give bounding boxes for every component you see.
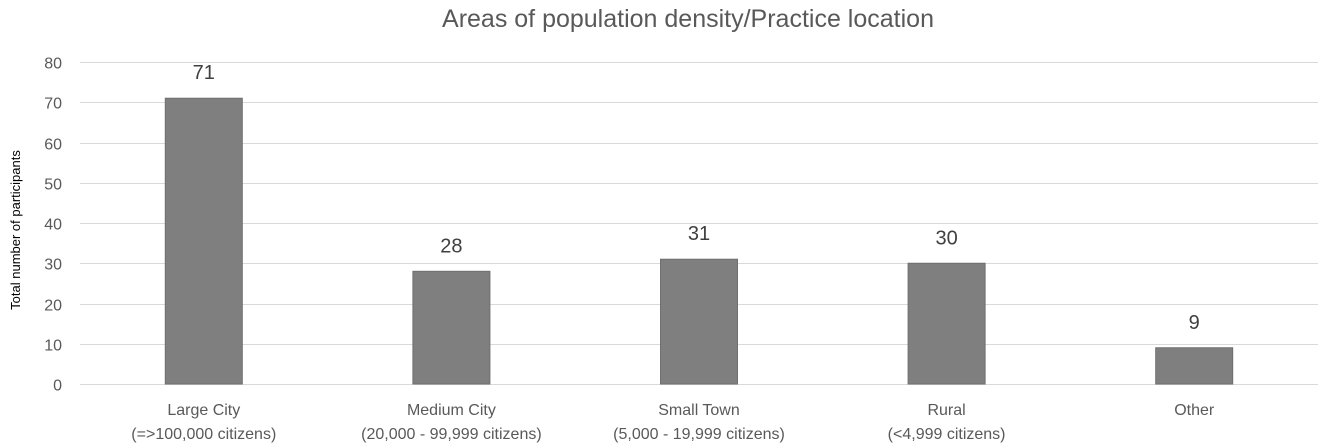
y-tick-label: 20	[44, 298, 62, 315]
bar	[660, 258, 738, 385]
bars	[164, 97, 1234, 385]
data-label: 9	[1189, 312, 1200, 334]
y-tick-label: 30	[44, 257, 62, 274]
y-axis-ticks: 0 10 20 30 40 50 60 70 80	[44, 56, 62, 395]
x-tick-label: Rural	[927, 402, 965, 419]
bar	[907, 262, 986, 385]
x-tick-label: Other	[1174, 402, 1215, 419]
data-label: 71	[193, 62, 215, 84]
data-label: 30	[935, 227, 957, 249]
bar	[412, 270, 491, 385]
y-tick-label: 40	[44, 217, 62, 234]
y-tick-label: 70	[44, 96, 62, 113]
y-tick-label: 60	[44, 137, 62, 154]
y-tick-label: 50	[44, 177, 62, 194]
gridlines	[80, 62, 1318, 385]
x-tick-label: Large City	[167, 402, 240, 419]
y-tick-label: 0	[53, 378, 62, 395]
x-tick-label: (5,000 - 19,999 citizens)	[613, 426, 785, 443]
data-label: 31	[688, 223, 710, 245]
bar	[1155, 347, 1234, 385]
data-labels: 71 28 31 30 9	[193, 62, 1200, 334]
x-tick-label: (20,000 - 99,999 citizens)	[361, 426, 542, 443]
x-axis-ticks: Large City (=>100,000 citizens) Medium Cit…	[131, 402, 1215, 443]
x-tick-label: (<4,999 citizens)	[888, 426, 1006, 443]
bar	[164, 97, 243, 385]
x-tick-label: (=>100,000 citizens)	[131, 426, 276, 443]
chart-title: Areas of population density/Practice loc…	[442, 5, 934, 33]
x-tick-label: Medium City	[407, 402, 496, 419]
x-tick-label: Small Town	[658, 402, 740, 419]
y-tick-label: 80	[44, 56, 62, 73]
data-label: 28	[440, 235, 462, 257]
y-tick-label: 10	[44, 338, 62, 355]
y-axis-label: Total number of participants	[8, 150, 23, 310]
